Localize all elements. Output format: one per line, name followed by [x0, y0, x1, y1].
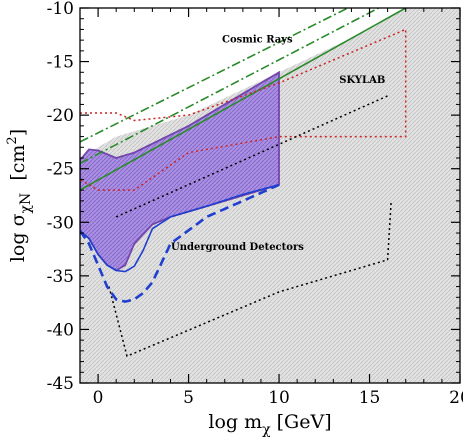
annotation-label: Cosmic Rays: [222, 34, 293, 45]
y-tick-label: -30: [47, 213, 74, 233]
x-axis-title: log mχ [GeV]: [208, 411, 331, 438]
x-axis-title-unit: [GeV]: [271, 411, 332, 433]
series-line-0: [80, 8, 407, 191]
y-tick-label: -15: [47, 53, 74, 73]
annotations: Cosmic Rays SKYLAB Underground Detectors: [171, 34, 385, 253]
x-tick-label: 5: [183, 388, 194, 408]
series-line-1: [80, 8, 379, 165]
y-axis-title-sup: 2: [5, 136, 20, 144]
y-axis-title: log σχN [cm2]: [5, 129, 34, 262]
y-tick-label: -45: [47, 374, 74, 394]
y-tick-label: -25: [47, 160, 74, 180]
series-line-2: [80, 8, 349, 143]
y-tick-label: -20: [47, 106, 74, 126]
x-tick-label: 15: [359, 388, 381, 408]
shaded-regions: [80, 8, 460, 383]
y-axis-title-sub: χN: [18, 193, 34, 214]
x-tick-label: 0: [93, 388, 104, 408]
x-tick-label: 20: [449, 388, 463, 408]
curves: [80, 8, 407, 357]
annotation-label: SKYLAB: [339, 75, 385, 86]
y-tick-label: -10: [47, 0, 74, 19]
y-axis-title-unit-pre: [cm: [7, 145, 29, 193]
x-axis-title-sub: χ: [262, 422, 271, 438]
y-axis-title-main: log σ: [7, 213, 29, 262]
x-axis-title-main: log m: [208, 411, 262, 433]
plot-frame: [79, 7, 461, 384]
y-tick-label: -40: [47, 320, 74, 340]
annotation-label: Underground Detectors: [171, 242, 304, 253]
y-axis-title-unit-post: ]: [7, 129, 29, 136]
region-gray-excluded: [80, 8, 460, 383]
series-line-4: [108, 200, 392, 357]
axis-ticks: 0 5 10 15 20 -45 -40 -35 -30 -25 -20 -15 -10: [47, 0, 463, 408]
x-tick-label: 10: [268, 388, 290, 408]
series-line-3: [80, 28, 407, 191]
y-tick-label: -35: [47, 267, 74, 287]
series-line-7: [80, 184, 280, 273]
